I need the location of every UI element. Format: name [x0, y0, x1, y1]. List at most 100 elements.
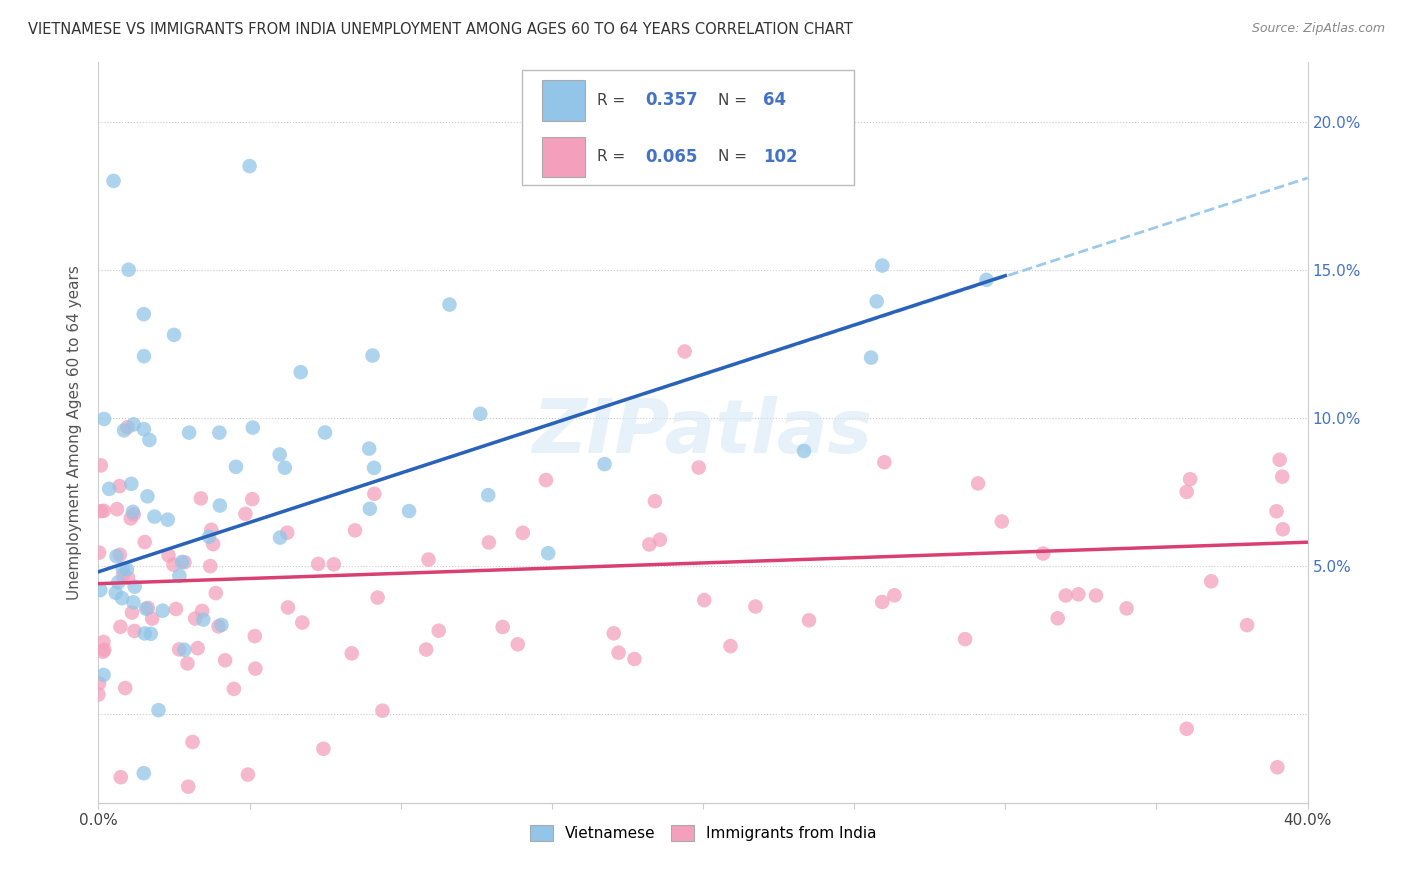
Point	[87, 688, 110, 702]
Point	[169, 568, 191, 582]
Point	[1175, 484, 1198, 499]
Point	[1271, 469, 1294, 483]
Point	[991, 515, 1014, 529]
Point	[211, 618, 233, 632]
Point	[202, 537, 225, 551]
Point	[276, 525, 298, 540]
Point	[93, 504, 115, 518]
Point	[198, 530, 221, 544]
Point	[883, 588, 905, 602]
Point	[534, 473, 557, 487]
Point	[371, 704, 394, 718]
Point	[222, 681, 245, 696]
Text: R =: R =	[596, 149, 624, 164]
Point	[103, 174, 125, 188]
Point	[492, 620, 515, 634]
Point	[136, 489, 159, 503]
Point	[418, 552, 440, 566]
Point	[873, 455, 896, 469]
Point	[603, 626, 626, 640]
Point	[415, 642, 437, 657]
Point	[90, 458, 112, 473]
Point	[132, 349, 155, 363]
Point	[245, 662, 267, 676]
Point	[240, 492, 263, 507]
Point	[512, 525, 534, 540]
Point	[93, 668, 115, 682]
Point	[208, 499, 231, 513]
Point	[121, 606, 143, 620]
Point	[108, 479, 131, 493]
Point	[181, 735, 204, 749]
Point	[322, 558, 344, 572]
Point	[797, 613, 820, 627]
Point	[343, 524, 366, 538]
Point	[124, 580, 146, 594]
Text: 102: 102	[763, 148, 799, 166]
Text: 64: 64	[763, 91, 786, 110]
Point	[173, 642, 195, 657]
Point	[117, 420, 139, 434]
Point	[239, 159, 262, 173]
Point	[110, 770, 132, 784]
Text: 0.065: 0.065	[645, 148, 697, 166]
Y-axis label: Unemployment Among Ages 60 to 64 years: Unemployment Among Ages 60 to 64 years	[67, 265, 83, 600]
Point	[593, 457, 616, 471]
Point	[623, 652, 645, 666]
Point	[122, 595, 145, 609]
Point	[148, 703, 170, 717]
Point	[111, 562, 134, 576]
Point	[93, 635, 115, 649]
Point	[1271, 522, 1294, 536]
Point	[693, 593, 716, 607]
Point	[143, 509, 166, 524]
Point	[122, 508, 145, 522]
Text: R =: R =	[596, 93, 624, 108]
Point	[162, 558, 184, 572]
Point	[112, 423, 135, 437]
Point	[359, 442, 381, 456]
Point	[134, 626, 156, 640]
Point	[644, 494, 666, 508]
Point	[136, 600, 159, 615]
Text: N =: N =	[717, 93, 747, 108]
Point	[111, 591, 134, 606]
Point	[134, 535, 156, 549]
Point	[124, 624, 146, 638]
Point	[274, 460, 297, 475]
Point	[117, 571, 139, 585]
Text: VIETNAMESE VS IMMIGRANTS FROM INDIA UNEMPLOYMENT AMONG AGES 60 TO 64 YEARS CORRE: VIETNAMESE VS IMMIGRANTS FROM INDIA UNEM…	[28, 22, 853, 37]
Point	[105, 549, 128, 564]
Point	[156, 513, 179, 527]
Point	[673, 344, 696, 359]
Point	[478, 535, 501, 549]
Point	[648, 533, 671, 547]
Point	[207, 619, 229, 633]
Point	[638, 537, 661, 551]
Point	[235, 507, 257, 521]
Point	[1268, 452, 1291, 467]
Point	[1046, 611, 1069, 625]
Point	[361, 349, 384, 363]
Point	[104, 586, 127, 600]
Point	[793, 444, 815, 458]
Point	[398, 504, 420, 518]
Point	[477, 488, 499, 502]
Point	[976, 273, 998, 287]
Point	[118, 262, 141, 277]
Point	[152, 604, 174, 618]
Point	[141, 611, 163, 625]
Text: ZIPatlas: ZIPatlas	[533, 396, 873, 469]
Point	[93, 642, 115, 657]
Point	[967, 476, 990, 491]
Text: N =: N =	[717, 149, 747, 164]
Point	[107, 575, 129, 590]
Point	[200, 559, 222, 574]
Point	[1265, 504, 1288, 518]
Point	[314, 425, 336, 440]
Point	[953, 632, 976, 647]
Point	[190, 491, 212, 506]
Point	[312, 741, 335, 756]
Point	[359, 501, 381, 516]
Point	[132, 422, 155, 436]
